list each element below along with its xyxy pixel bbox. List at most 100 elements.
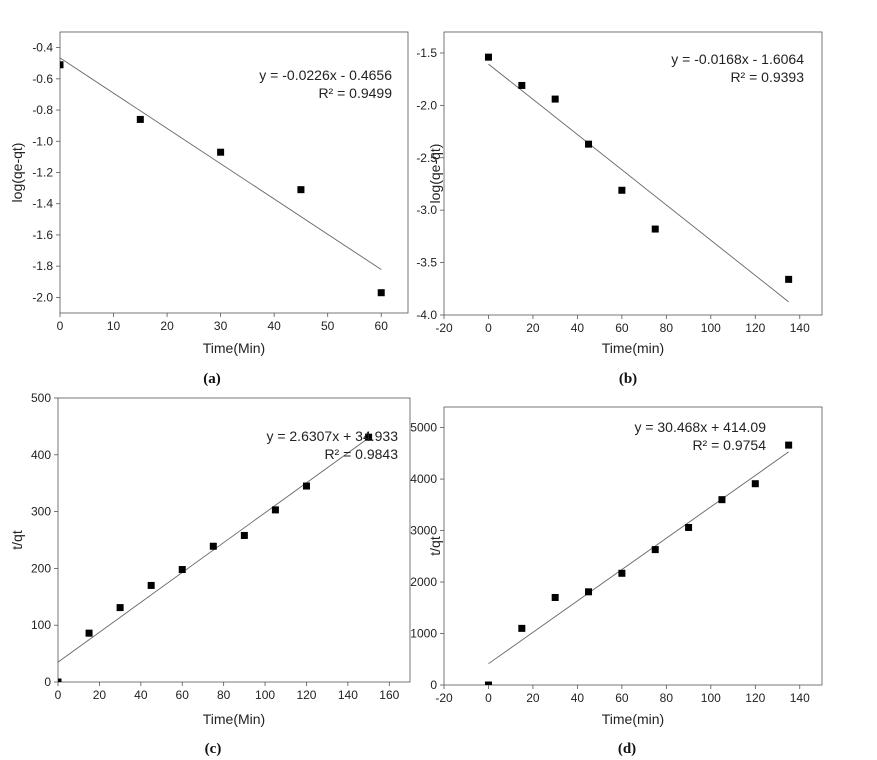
x-tick-label: 0 [485, 321, 492, 335]
y-axis-title: log(qe-qt) [427, 144, 443, 204]
y-tick-label: -2.0 [32, 290, 53, 304]
y-axis-title: t/qt [427, 536, 443, 556]
data-points [58, 433, 373, 682]
x-tick-label: 0 [55, 688, 62, 702]
panel-caption: (c) [205, 741, 222, 757]
x-tick-label: 60 [615, 691, 629, 705]
x-tick-label: 60 [176, 688, 190, 702]
data-point [685, 523, 693, 531]
data-point [585, 588, 593, 596]
y-tick-label: 5000 [410, 421, 437, 435]
data-point [209, 542, 217, 550]
regression-equation: y = -0.0226x - 0.4656 [259, 67, 392, 83]
y-tick-label: -2.5 [416, 151, 437, 165]
data-point [618, 186, 626, 194]
y-tick-label: 200 [31, 561, 51, 575]
trendline [488, 451, 789, 665]
r-squared-label: R² = 0.9393 [730, 69, 804, 85]
x-tick-label: 20 [160, 319, 174, 333]
data-point [484, 53, 492, 61]
y-tick-label: -1.5 [416, 46, 437, 60]
regression-equation: y = -0.0168x - 1.6064 [671, 51, 804, 67]
trendline [59, 57, 382, 270]
plot-frame [443, 406, 823, 686]
x-tick-label: 120 [745, 691, 765, 705]
data-point [718, 496, 726, 504]
y-tick-label: 100 [31, 618, 51, 632]
data-point [217, 148, 225, 156]
data-point [551, 593, 559, 601]
data-point [365, 433, 373, 441]
data-point [60, 61, 64, 69]
y-tick-label: -3.0 [416, 203, 437, 217]
r-squared-label: R² = 0.9754 [692, 437, 766, 453]
x-tick-label: 10 [107, 319, 121, 333]
y-tick-label: 2000 [410, 575, 437, 589]
data-point [147, 581, 155, 589]
x-tick-label: -20 [435, 321, 453, 335]
regression-equation: y = 30.468x + 414.09 [634, 419, 766, 435]
x-tick-label: 120 [296, 688, 316, 702]
y-tick-label: 0 [44, 675, 51, 689]
x-axis-title: Time(min) [602, 711, 664, 727]
x-axis-title: Time(Min) [203, 711, 265, 727]
y-tick-label: -1.6 [32, 228, 53, 242]
x-axis-title: Time(min) [602, 340, 664, 356]
data-points [484, 53, 793, 283]
y-tick-label: 4000 [410, 472, 437, 486]
x-tick-label: 50 [321, 319, 335, 333]
data-point [785, 275, 793, 283]
panel-caption: (b) [619, 371, 637, 387]
x-tick-label: 20 [526, 691, 540, 705]
y-tick-label: -0.4 [32, 41, 53, 55]
data-point [377, 289, 385, 297]
y-axis-title: t/qt [9, 530, 25, 550]
y-tick-label: 0 [430, 678, 437, 692]
x-tick-label: 80 [660, 321, 674, 335]
x-tick-label: 40 [267, 319, 281, 333]
data-point [136, 115, 144, 123]
plot-frame [443, 31, 823, 316]
y-tick-label: -2.0 [416, 98, 437, 112]
trendline [488, 63, 789, 303]
y-tick-label: -0.6 [32, 72, 53, 86]
data-point [785, 441, 793, 449]
x-tick-label: 100 [255, 688, 275, 702]
y-tick-label: -1.0 [32, 134, 53, 148]
data-point [271, 506, 279, 514]
trendline [57, 437, 369, 663]
x-tick-label: 0 [57, 319, 64, 333]
data-point [551, 95, 559, 103]
data-point [751, 480, 759, 488]
x-tick-label: 120 [745, 321, 765, 335]
x-axis-title: Time(Min) [203, 340, 265, 356]
x-tick-label: 60 [615, 321, 629, 335]
y-tick-label: 400 [31, 448, 51, 462]
data-point [518, 624, 526, 632]
r-squared-label: R² = 0.9843 [324, 446, 398, 462]
x-tick-label: 80 [217, 688, 231, 702]
data-point [297, 186, 305, 194]
panel-caption: (d) [618, 741, 636, 757]
x-tick-label: 160 [379, 688, 399, 702]
x-tick-label: 40 [571, 691, 585, 705]
data-point [618, 569, 626, 577]
chart-panel-b: -4.0 -3.5 -3.0 -2.5 -2.0 -1.5 -20 0 20 40 60 80 100 1… [416, 31, 823, 387]
data-point [58, 678, 62, 682]
y-axis-title: log(qe-qt) [9, 143, 25, 203]
x-tick-label: 40 [134, 688, 148, 702]
data-point [651, 546, 659, 554]
y-tick-label: -1.2 [32, 166, 53, 180]
data-point [85, 629, 93, 637]
y-tick-label: 500 [31, 391, 51, 405]
x-tick-label: -20 [435, 691, 453, 705]
y-tick-label: 3000 [410, 524, 437, 538]
data-point [116, 604, 124, 612]
x-tick-label: 80 [660, 691, 674, 705]
y-tick-label: -1.8 [32, 259, 53, 273]
panel-caption: (a) [203, 371, 221, 387]
y-tick-label: 1000 [410, 627, 437, 641]
data-point [518, 81, 526, 89]
